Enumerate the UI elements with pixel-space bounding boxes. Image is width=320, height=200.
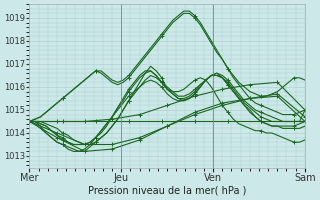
X-axis label: Pression niveau de la mer( hPa ): Pression niveau de la mer( hPa ) (88, 186, 246, 196)
